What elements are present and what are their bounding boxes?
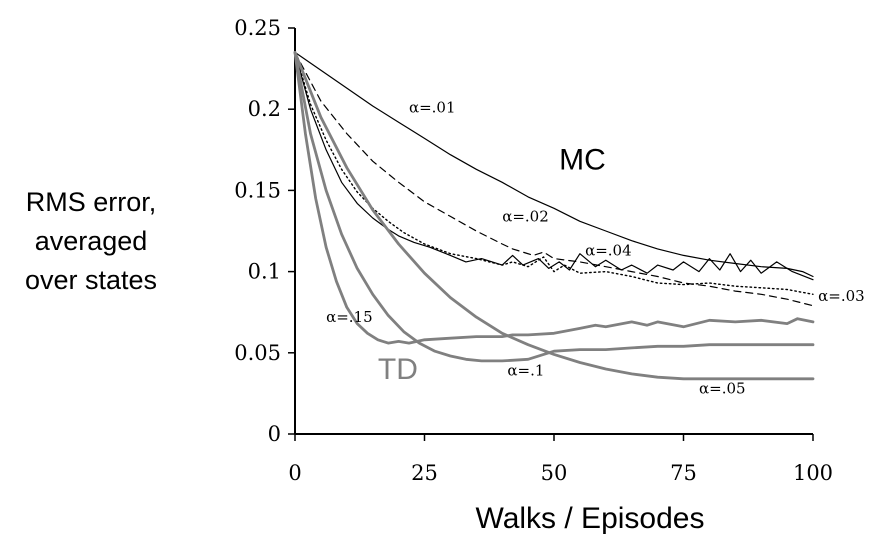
series-label: α=.1 — [507, 362, 544, 380]
x-tick-label: 25 — [411, 461, 438, 485]
series-line-td-alpha-01 — [293, 51, 815, 363]
y-tick-label: 0.1 — [248, 260, 281, 284]
series-line-mc-alpha-001 — [294, 51, 814, 278]
y-tick-label: 0 — [268, 422, 281, 446]
x-tick-label: 0 — [288, 461, 301, 485]
td-group-label: TD — [378, 353, 418, 386]
series-line-mc-alpha-003 — [294, 51, 814, 295]
y-axis-title-line-1: RMS error, — [26, 187, 157, 217]
series-label: α=.02 — [502, 207, 549, 225]
series-label: α=.03 — [818, 287, 865, 305]
series-line-td-alpha-015 — [293, 51, 815, 345]
ticks: 0 25 50 75 100 0 0.05 0.1 0.15 0.2 0.25 — [234, 16, 833, 485]
labels-group: α=.01 α=.02 α=.03 α=.04 α=.05 α=.1 α=.15 MC TD — [326, 98, 865, 397]
series-line-mc-alpha-004 — [294, 51, 814, 281]
mc-group-label: MC — [559, 143, 606, 176]
series-label: α=.15 — [326, 308, 373, 326]
y-tick-label: 0.25 — [234, 16, 281, 40]
y-axis-title-line-2: averaged — [35, 226, 148, 256]
x-axis-title: Walks / Episodes — [476, 502, 705, 535]
y-tick-label: 0.2 — [248, 97, 281, 121]
x-tick-label: 100 — [793, 461, 833, 485]
series-line-td-alpha-005 — [293, 51, 815, 381]
y-tick-label: 0.05 — [234, 341, 281, 365]
series-label: α=.01 — [409, 98, 456, 116]
series-group — [293, 51, 815, 381]
series-label: α=.05 — [699, 379, 746, 397]
series-label: α=.04 — [585, 241, 632, 259]
y-tick-label: 0.15 — [234, 178, 281, 202]
series-line-mc-alpha-002 — [294, 51, 814, 307]
y-axis-title-line-3: over states — [25, 265, 157, 295]
x-tick-label: 50 — [541, 461, 568, 485]
axes — [294, 28, 813, 435]
x-tick-label: 75 — [670, 461, 697, 485]
y-axis-title: RMS error, averaged over states — [25, 187, 157, 295]
